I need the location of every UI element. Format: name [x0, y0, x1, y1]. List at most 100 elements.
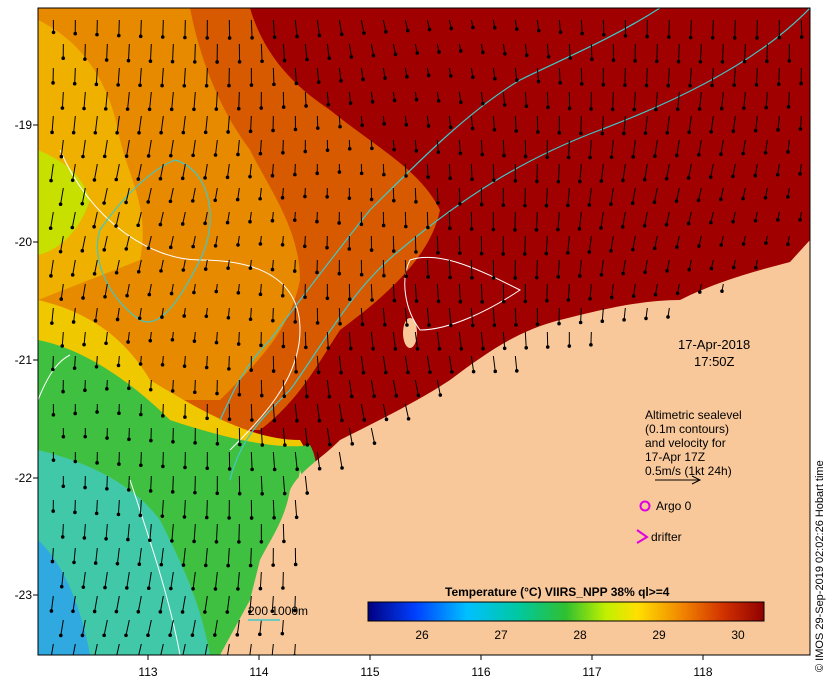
velocity-arrow-head: [732, 83, 736, 88]
velocity-arrow: [721, 91, 724, 109]
velocity-arrow: [623, 307, 626, 320]
velocity-arrow-head: [271, 128, 275, 133]
velocity-arrow-head: [391, 249, 396, 253]
velocity-arrow-head: [414, 149, 419, 153]
velocity-arrow: [93, 163, 98, 181]
velocity-arrow: [250, 403, 253, 421]
velocity-arrow-head: [271, 654, 273, 655]
velocity-arrow-head: [116, 363, 121, 368]
velocity-arrow-head: [665, 130, 670, 135]
velocity-arrow: [622, 211, 626, 227]
velocity-arrow-head: [719, 152, 723, 156]
velocity-arrow-head: [384, 417, 389, 422]
velocity-arrow-head: [631, 155, 635, 159]
velocity-arrow-head: [247, 609, 252, 614]
velocity-arrow-head: [295, 34, 299, 39]
velocity-arrow-head: [61, 484, 66, 489]
velocity-arrow-head: [204, 365, 209, 370]
velocity-arrow-head: [754, 265, 758, 270]
velocity-arrow-head: [481, 346, 485, 351]
velocity-arrow: [558, 19, 561, 33]
velocity-arrow-head: [653, 292, 658, 297]
velocity-arrow-head: [470, 276, 474, 280]
velocity-arrow-head: [347, 247, 352, 251]
velocity-arrow-head: [215, 60, 219, 64]
velocity-arrow-head: [203, 267, 208, 271]
velocity-arrow-head: [73, 510, 77, 515]
velocity-arrow: [272, 403, 275, 421]
velocity-arrow-head: [105, 387, 109, 391]
velocity-arrow: [492, 355, 496, 372]
velocity-arrow-head: [58, 202, 63, 207]
velocity-arrow-head: [611, 58, 616, 63]
velocity-arrow-head: [513, 228, 517, 232]
velocity-arrow-head: [280, 293, 285, 298]
velocity-arrow-head: [248, 266, 253, 270]
velocity-arrow-head: [182, 314, 187, 318]
velocity-arrow-head: [227, 516, 231, 520]
velocity-arrow-head: [632, 107, 637, 112]
velocity-arrow-head: [205, 466, 210, 471]
velocity-arrow-head: [326, 346, 331, 350]
velocity-arrow: [138, 643, 142, 655]
velocity-arrow-head: [392, 198, 396, 203]
velocity-arrow-head: [213, 587, 218, 591]
velocity-arrow-head: [753, 173, 758, 178]
velocity-arrow-head: [237, 491, 242, 496]
velocity-arrow-head: [622, 131, 626, 136]
velocity-arrow: [470, 307, 474, 326]
velocity-arrow-head: [534, 228, 539, 232]
velocity-arrow: [215, 91, 218, 110]
velocity-arrow-head: [393, 52, 398, 57]
velocity-arrow: [690, 19, 692, 38]
velocity-arrow-head: [249, 516, 254, 520]
velocity-arrow: [272, 499, 275, 518]
sst-blue-region: [38, 540, 90, 655]
velocity-arrow-head: [280, 631, 285, 636]
velocity-arrow-head: [125, 586, 129, 590]
velocity-arrow: [360, 67, 364, 80]
sealevel-contour-west: [38, 354, 71, 401]
velocity-arrow-head: [381, 223, 386, 228]
velocity-arrow-head: [666, 315, 670, 319]
velocity-arrow: [249, 595, 252, 612]
velocity-arrow-head: [248, 563, 253, 568]
velocity-arrow: [404, 19, 409, 31]
velocity-arrow-head: [146, 154, 151, 158]
velocity-arrow: [600, 211, 604, 229]
velocity-arrow-head: [502, 346, 507, 351]
velocity-arrow-head: [406, 416, 411, 421]
velocity-arrow-head: [236, 243, 240, 247]
velocity-arrow: [755, 67, 758, 85]
velocity-arrow: [51, 307, 54, 324]
velocity-arrow-head: [181, 130, 186, 135]
velocity-arrow-head: [502, 153, 506, 158]
velocity-arrow-head: [348, 346, 353, 351]
velocity-arrow: [588, 187, 592, 206]
velocity-arrow-head: [316, 80, 321, 84]
velocity-arrow: [227, 163, 230, 178]
velocity-arrow: [272, 19, 276, 38]
velocity-arrow-head: [61, 434, 66, 439]
velocity-arrow-head: [227, 367, 231, 371]
velocity-arrow-head: [227, 467, 232, 471]
velocity-arrow: [743, 91, 746, 109]
velocity-arrow-head: [622, 318, 626, 322]
velocity-arrow-head: [204, 314, 209, 319]
velocity-arrow: [137, 595, 142, 612]
velocity-arrow-head: [764, 241, 768, 245]
velocity-arrow: [281, 619, 284, 634]
velocity-arrow-head: [523, 154, 528, 159]
velocity-arrow-head: [303, 149, 308, 154]
velocity-arrow-head: [697, 290, 702, 294]
velocity-arrow: [82, 139, 86, 157]
velocity-arrow: [148, 139, 152, 156]
velocity-arrow-head: [170, 539, 174, 543]
velocity-arrow: [260, 43, 263, 62]
velocity-arrow: [480, 139, 483, 155]
velocity-arrow: [316, 355, 320, 373]
velocity-arrow: [149, 43, 152, 62]
velocity-arrow-head: [258, 586, 263, 591]
velocity-arrow-head: [80, 248, 85, 253]
velocity-arrow: [787, 139, 790, 153]
